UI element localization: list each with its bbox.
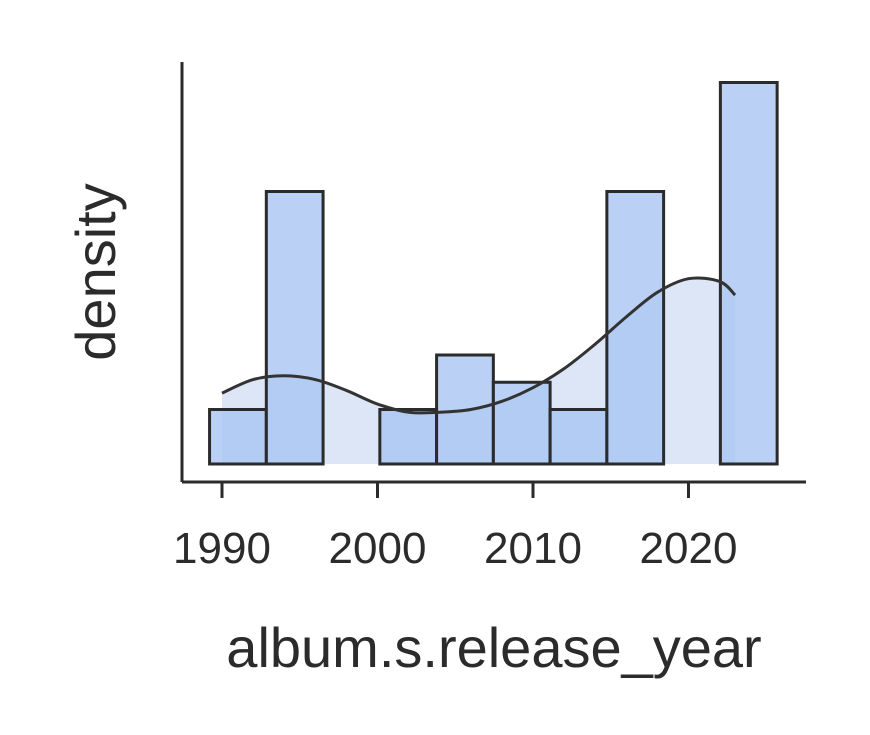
kde-line — [221, 276, 737, 415]
bars-layer — [208, 81, 779, 466]
y-axis-label: density — [64, 183, 127, 360]
x-tick-label: 2000 — [329, 524, 427, 573]
histogram-bar — [378, 408, 439, 466]
histogram-bar — [208, 408, 268, 466]
x-tick-label: 1990 — [173, 524, 271, 573]
x-axis-label: album.s.release_year — [226, 616, 761, 679]
histogram-bar — [718, 81, 779, 466]
histogram-bar — [548, 408, 609, 466]
histogram-bar — [605, 190, 666, 466]
kde-line-layer — [221, 276, 737, 415]
histogram-bar — [264, 190, 325, 466]
x-ticks: 1990 2000 2010 2020 — [173, 482, 737, 573]
x-tick-label: 2020 — [640, 524, 738, 573]
x-tick-label: 2010 — [484, 524, 582, 573]
